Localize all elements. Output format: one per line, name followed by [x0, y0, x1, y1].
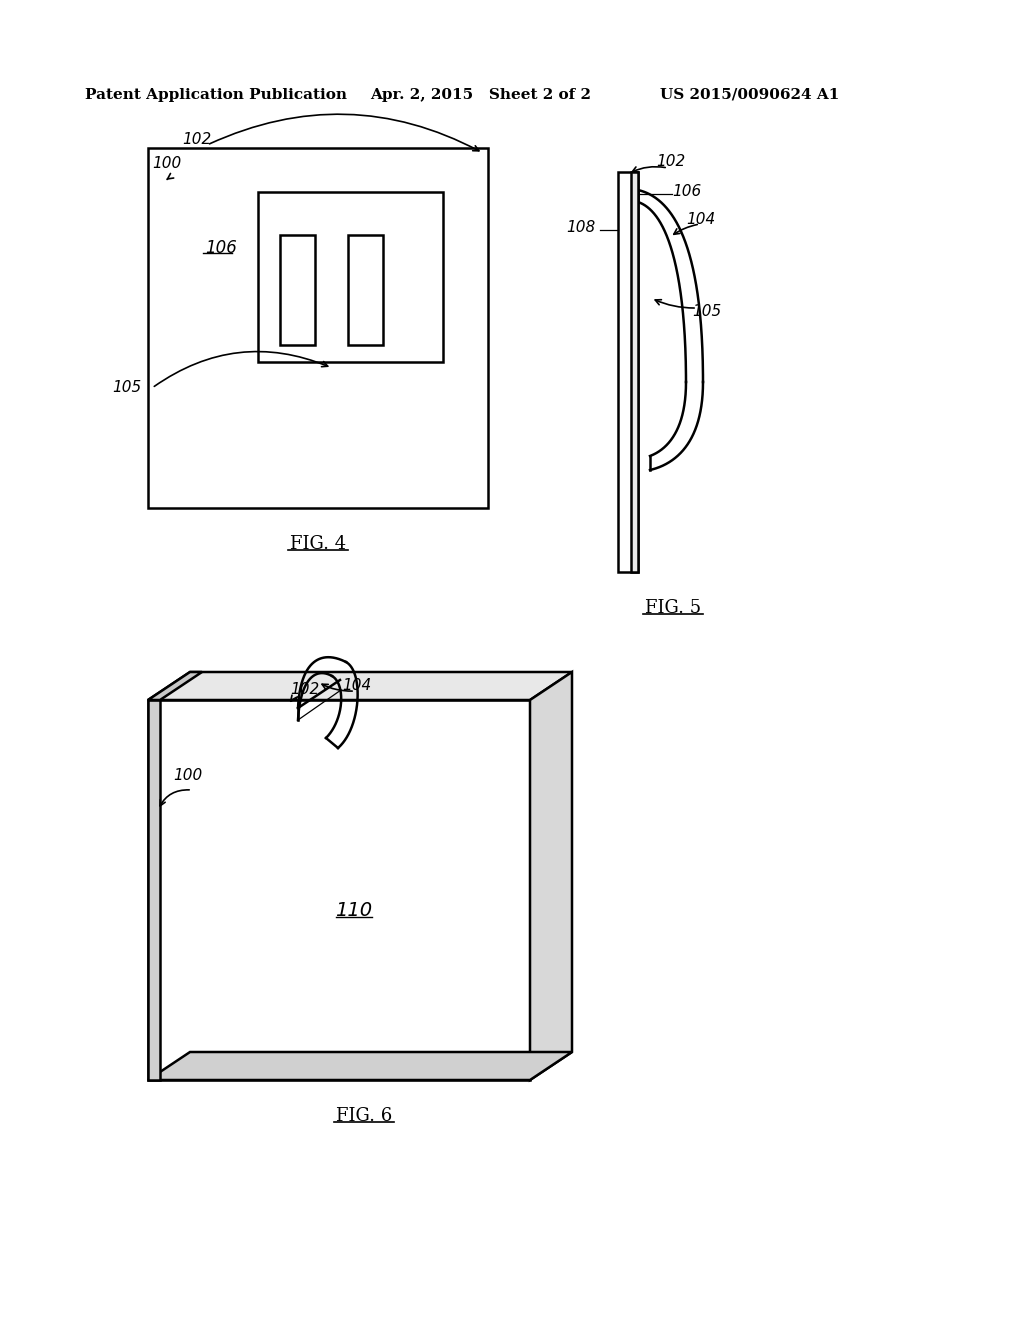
- Bar: [631, 172, 638, 572]
- Bar: [280, 235, 315, 345]
- Polygon shape: [148, 700, 530, 1080]
- Text: 110: 110: [336, 900, 373, 920]
- Text: 102: 102: [182, 132, 211, 148]
- Text: US 2015/0090624 A1: US 2015/0090624 A1: [660, 88, 840, 102]
- Bar: [148, 148, 488, 508]
- Text: FIG. 5: FIG. 5: [645, 599, 701, 616]
- Text: 100: 100: [152, 156, 181, 170]
- Polygon shape: [148, 672, 202, 700]
- Polygon shape: [148, 1052, 572, 1080]
- Polygon shape: [530, 672, 572, 1080]
- Text: 105: 105: [112, 380, 141, 396]
- Text: FIG. 4: FIG. 4: [290, 535, 346, 553]
- Text: 104: 104: [342, 677, 372, 693]
- Bar: [618, 172, 638, 572]
- Text: 104: 104: [686, 213, 715, 227]
- Polygon shape: [148, 700, 160, 1080]
- Text: 100: 100: [173, 767, 203, 783]
- Text: 102: 102: [290, 682, 319, 697]
- Text: 108: 108: [566, 220, 595, 235]
- Text: FIG. 6: FIG. 6: [336, 1107, 392, 1125]
- Text: 105: 105: [692, 305, 721, 319]
- Bar: [258, 191, 443, 362]
- Text: 106: 106: [672, 185, 701, 199]
- Polygon shape: [148, 672, 572, 700]
- Text: 102: 102: [656, 154, 685, 169]
- Bar: [348, 235, 383, 345]
- Text: Apr. 2, 2015   Sheet 2 of 2: Apr. 2, 2015 Sheet 2 of 2: [370, 88, 591, 102]
- Text: 106: 106: [205, 239, 237, 257]
- Text: Patent Application Publication: Patent Application Publication: [85, 88, 347, 102]
